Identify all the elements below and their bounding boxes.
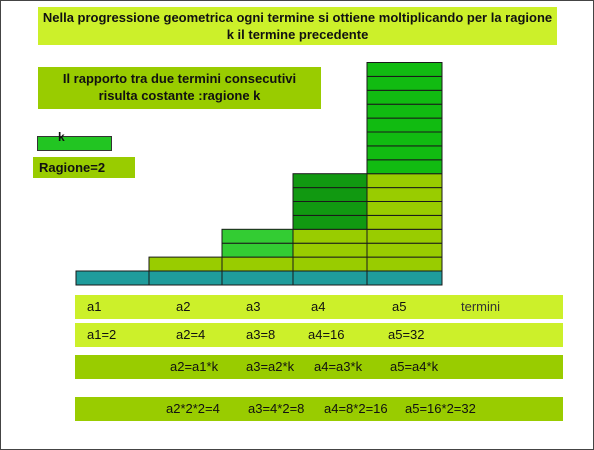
legend-swatch [37, 136, 112, 151]
bar-unit-a5 [366, 117, 443, 133]
computed-label: a2*2*2=4 [166, 401, 220, 416]
legend-label: k [58, 130, 65, 144]
value-label: a2=4 [176, 327, 206, 342]
computed-label: a3=4*2=8 [248, 401, 305, 416]
values-row: a1=2 a2=4 a3=8 a4=16 a5=32 [75, 323, 563, 347]
term-label: a4 [311, 299, 326, 314]
value-label: a1=2 [87, 327, 117, 342]
bar-unit-a5 [366, 159, 443, 175]
slide-title: Nella progressione geometrica ogni termi… [38, 7, 557, 45]
ratio-description: Il rapporto tra due termini consecutivi … [38, 67, 321, 109]
bar-unit-a5 [366, 201, 443, 216]
bar-unit-a4 [292, 256, 368, 272]
value-label: a4=16 [308, 327, 345, 342]
bar-unit-a4 [292, 201, 368, 216]
bar-unit-a5 [366, 214, 443, 230]
bar-unit-a3 [221, 242, 294, 258]
bar-unit-a3 [221, 228, 294, 244]
bar-unit-a4 [292, 187, 368, 203]
computed-row: a2*2*2=4 a3=4*2=8 a4=8*2=16 a5=16*2=32 [75, 397, 563, 421]
bar-unit-a5 [366, 62, 443, 77]
value-label: a3=8 [246, 327, 276, 342]
bar-unit-base [75, 270, 150, 286]
formula-label: a2=a1*k [170, 359, 219, 374]
bar-unit-a4 [292, 173, 368, 189]
ratio-line-2: risulta costante :ragione k [98, 88, 261, 103]
bar-unit-a5 [366, 75, 443, 91]
value-label: a5=32 [388, 327, 425, 342]
bar-unit-a5 [366, 131, 443, 147]
bar-unit-a5 [366, 173, 443, 189]
bar-unit-a5 [366, 228, 443, 244]
term-label: a5 [392, 299, 407, 314]
bar-unit-a5 [366, 242, 443, 258]
bar-unit-a2 [148, 256, 223, 272]
bar-unit-base [292, 270, 368, 286]
bar-unit-base [221, 270, 294, 286]
bar-unit-a5 [366, 89, 443, 105]
ragione-label: Ragione=2 [33, 157, 135, 178]
formula-label: a4=a3*k [314, 359, 363, 374]
formula-label: a5=a4*k [390, 359, 439, 374]
title-text: Nella progressione geometrica ogni termi… [42, 10, 553, 42]
computed-label: a4=8*2=16 [324, 401, 388, 416]
term-label: a3 [246, 299, 261, 314]
ratio-line-1: Il rapporto tra due termini consecutivi [62, 71, 297, 86]
bar-unit-a5 [366, 103, 443, 119]
terms-row: a1 a2 a3 a4 a5 termini [75, 295, 563, 319]
formula-label: a3=a2*k [246, 359, 295, 374]
bar-unit-base [366, 270, 443, 286]
bar-unit-a4 [292, 228, 368, 244]
bar-unit-a5 [366, 256, 443, 272]
bar-unit-a5 [366, 145, 443, 161]
bar-unit-a5 [366, 187, 443, 203]
computed-label: a5=16*2=32 [405, 401, 476, 416]
bar-unit-a4 [292, 214, 368, 230]
formula-row: a2=a1*k a3=a2*k a4=a3*k a5=a4*k [75, 355, 563, 379]
bar-unit-base [148, 270, 223, 286]
term-label: a1 [87, 299, 102, 314]
term-label: a2 [176, 299, 191, 314]
bar-unit-a3 [221, 256, 294, 272]
bar-unit-a4 [292, 242, 368, 258]
terms-suffix: termini [461, 299, 501, 314]
